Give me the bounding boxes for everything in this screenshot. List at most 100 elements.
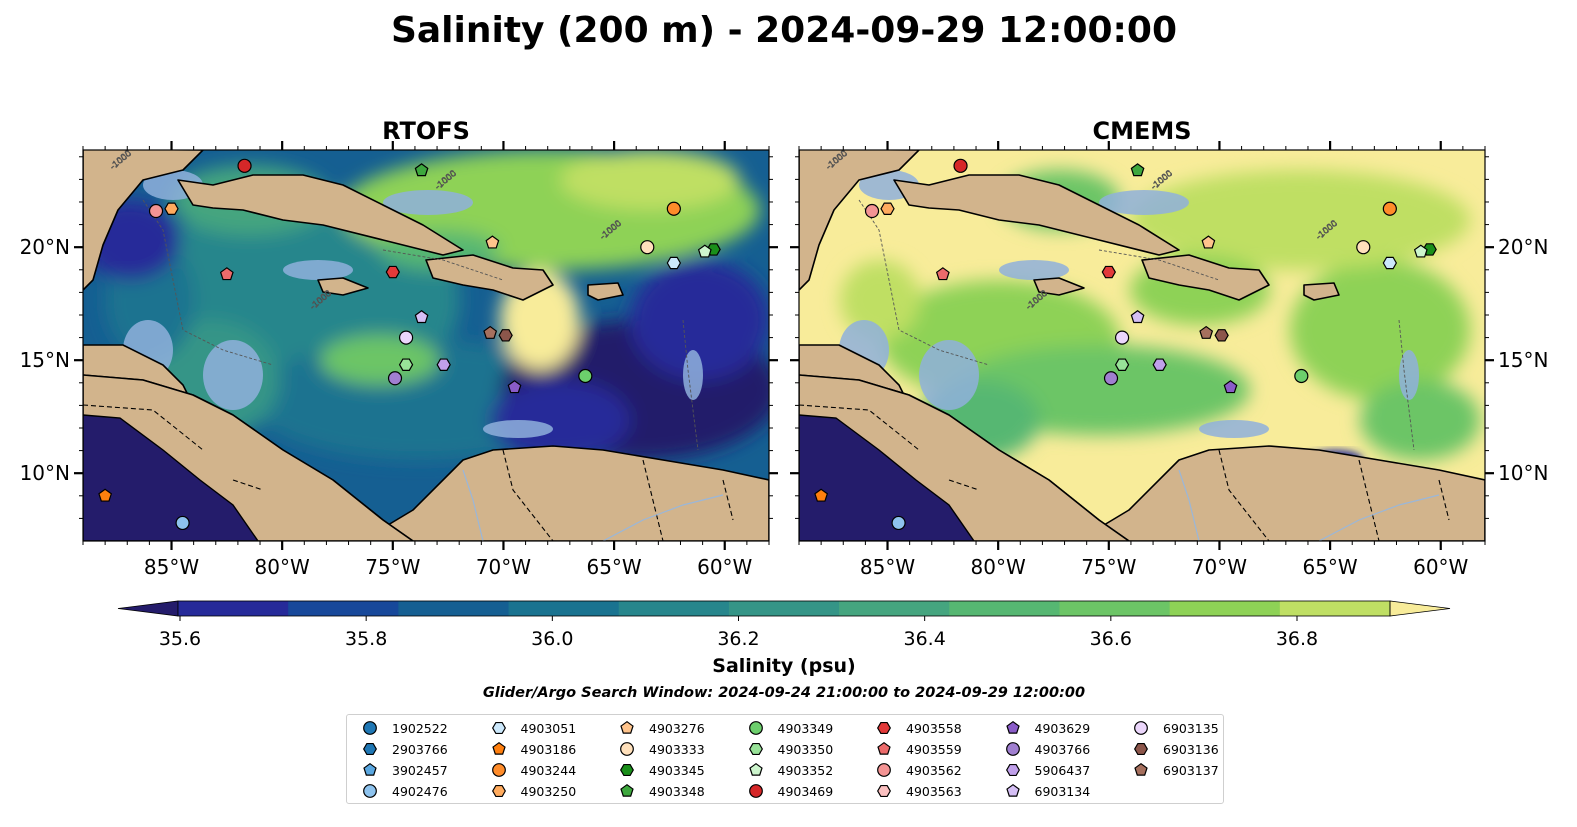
circle-marker-icon bbox=[1134, 721, 1148, 735]
float-marker-4903352 bbox=[697, 244, 712, 258]
legend-item-6903134: 6903134 bbox=[1004, 781, 1091, 801]
legend-item-4903348: 4903348 bbox=[618, 781, 705, 801]
legend-label: 4903244 bbox=[520, 762, 577, 778]
hexagon-marker-icon bbox=[877, 784, 891, 798]
colorbar-cell bbox=[178, 601, 289, 616]
float-marker-6903134 bbox=[1130, 310, 1145, 324]
legend-label: 4903250 bbox=[520, 783, 577, 799]
legend-label: 4903349 bbox=[777, 720, 834, 736]
colorbar-tick-label: 36.6 bbox=[1090, 628, 1132, 650]
legend-item-6903135: 6903135 bbox=[1132, 718, 1219, 738]
float-marker-4903276 bbox=[1201, 235, 1216, 249]
float-marker-4903051 bbox=[1382, 256, 1398, 270]
circle-marker-icon bbox=[1005, 742, 1020, 756]
legend-item-4903469: 4903469 bbox=[747, 781, 833, 801]
x-tick-label: 65°W bbox=[1302, 555, 1357, 579]
legend-label: 1902522 bbox=[392, 720, 448, 736]
float-marker-4903333 bbox=[1356, 240, 1371, 255]
legend-label: 4903276 bbox=[649, 720, 705, 736]
legend-label: 6903134 bbox=[1034, 783, 1091, 799]
x-tick-label: 70°W bbox=[1192, 555, 1247, 579]
pentagon-marker-icon bbox=[620, 720, 634, 734]
y-tick-label: 10°N bbox=[1498, 461, 1548, 485]
float-marker-4903558 bbox=[1101, 265, 1117, 279]
x-tick-label: 75°W bbox=[365, 555, 420, 579]
colorbar-cell bbox=[949, 601, 1060, 616]
colorbar-tick-label: 35.6 bbox=[159, 628, 201, 650]
legend-label: 4903352 bbox=[777, 762, 834, 778]
float-marker-6903135 bbox=[1114, 330, 1130, 345]
float-marker-4903333 bbox=[640, 240, 655, 255]
pentagon-marker-icon bbox=[1134, 762, 1148, 776]
float-legend: 1902522 2903766 3902457 4902476 4903051 49031… bbox=[346, 714, 1224, 804]
colorbar-cell bbox=[839, 601, 950, 616]
legend-item-4903051: 4903051 bbox=[490, 718, 576, 738]
hexagon-marker-icon bbox=[1005, 763, 1020, 777]
float-marker-4903766 bbox=[387, 371, 403, 386]
colorbar-cell bbox=[288, 601, 399, 616]
legend-label: 4903629 bbox=[1034, 720, 1091, 736]
pentagon-marker-icon bbox=[491, 741, 506, 755]
float-marker-6903137 bbox=[483, 325, 498, 339]
hexagon-marker-icon bbox=[363, 742, 377, 756]
legend-item-4903766: 4903766 bbox=[1004, 739, 1090, 759]
hexagon-marker-icon bbox=[748, 742, 763, 756]
figure-title: Salinity (200 m) - 2024-09-29 12:00:00 bbox=[391, 10, 1177, 51]
legend-item-2903766: 2903766 bbox=[361, 739, 448, 759]
colorbar-cell bbox=[728, 601, 840, 616]
legend-label: 4903563 bbox=[906, 783, 962, 799]
rivers bbox=[462, 469, 724, 541]
circle-marker-icon bbox=[620, 742, 634, 756]
hexagon-marker-icon bbox=[877, 721, 891, 735]
y-tick-label: 20°N bbox=[1498, 235, 1548, 259]
legend-item-4903276: 4903276 bbox=[618, 718, 705, 738]
colorbar-tick-label: 36.4 bbox=[904, 628, 946, 650]
axes-rtofs: 85°W 80°W 75°W 70°W 65°W 60°W 10°N 15°N 20°N bbox=[20, 141, 778, 579]
legend-label: 3902457 bbox=[392, 762, 448, 778]
y-tick-label: 20°N bbox=[20, 235, 70, 259]
land bbox=[83, 150, 769, 541]
colorbar-cell bbox=[1169, 601, 1281, 616]
legend-item-4903629: 4903629 bbox=[1004, 718, 1091, 738]
x-tick-label: 80°W bbox=[971, 555, 1026, 579]
colorbar-tick-label: 36.0 bbox=[531, 628, 573, 650]
float-marker-4903349 bbox=[578, 368, 593, 384]
x-tick-label: 60°W bbox=[1413, 555, 1468, 579]
legend-label: 4903348 bbox=[649, 783, 705, 799]
legend-label: 4903186 bbox=[520, 741, 577, 757]
legend-item-3902457: 3902457 bbox=[361, 760, 448, 780]
legend-label: 6903136 bbox=[1163, 741, 1219, 757]
legend-item-4903345: 4903345 bbox=[618, 760, 705, 780]
colorbar-cell bbox=[1279, 601, 1391, 616]
legend-item-4902476: 4902476 bbox=[361, 781, 448, 801]
colorbar-ticks: 35.6 35.8 36.0 36.2 36.4 36.6 36.8 bbox=[159, 616, 1318, 650]
legend-item-4903559: 4903559 bbox=[875, 739, 962, 759]
y-tick-label: 10°N bbox=[20, 461, 70, 485]
circle-marker-icon bbox=[363, 721, 377, 735]
float-marker-4903350 bbox=[398, 358, 414, 371]
float-marker-4903244 bbox=[1382, 201, 1397, 216]
float-marker-5906437 bbox=[436, 358, 451, 371]
float-marker-4903186 bbox=[98, 488, 113, 502]
legend-item-1902522: 1902522 bbox=[361, 718, 448, 738]
colorbar-extend-low bbox=[117, 600, 179, 617]
x-tick-label: 85°W bbox=[860, 555, 915, 579]
legend-label: 2903766 bbox=[392, 741, 448, 757]
float-marker-6903136 bbox=[1214, 329, 1229, 342]
pentagon-marker-icon bbox=[363, 762, 377, 776]
float-marker-4903250 bbox=[164, 202, 179, 215]
float-marker-4903766 bbox=[1103, 371, 1119, 386]
pentagon-marker-icon bbox=[1005, 720, 1020, 734]
circle-marker-icon bbox=[748, 721, 763, 735]
float-marker-4903186 bbox=[814, 488, 829, 502]
legend-label: 4903345 bbox=[649, 762, 705, 778]
float-marker-4903562 bbox=[864, 203, 880, 219]
colorbar-tick-label: 35.8 bbox=[345, 628, 387, 650]
x-tick-label: 75°W bbox=[1081, 555, 1136, 579]
panel-title-rtofs: RTOFS bbox=[382, 117, 470, 145]
float-marker-4903349 bbox=[1294, 368, 1309, 384]
legend-label: 4902476 bbox=[392, 783, 448, 799]
float-marker-6903134 bbox=[414, 310, 429, 324]
land bbox=[799, 150, 1485, 541]
float-markers bbox=[98, 158, 1437, 531]
